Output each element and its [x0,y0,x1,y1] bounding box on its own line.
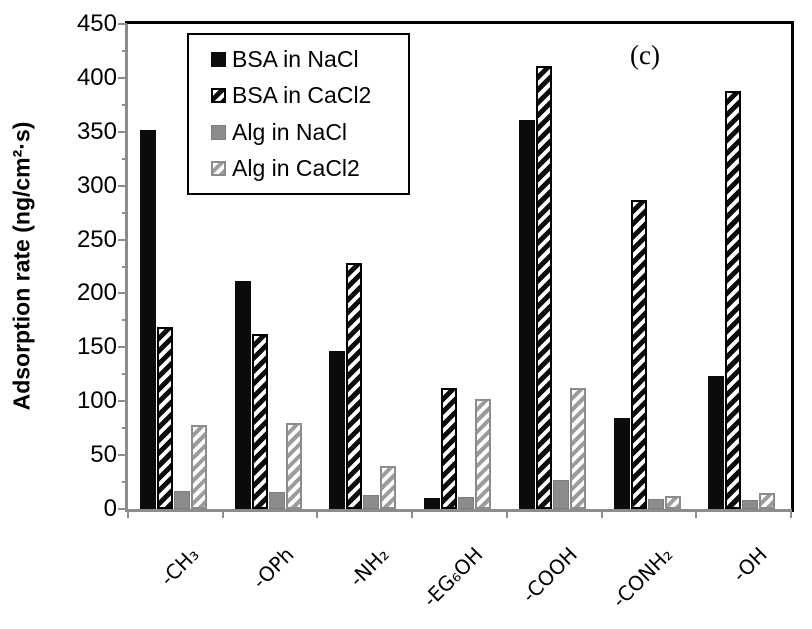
x-boundary-tick [695,509,698,518]
bar-bsa-in-cacl2-4 [441,388,458,509]
y-tick-label: 200 [76,279,117,307]
x-category-label-text: -COOH [517,542,583,608]
x-boundary-tick [316,509,319,518]
legend-swatch-icon [211,51,226,67]
y-minor-tick [122,103,127,106]
bar-alg-in-cacl2-1 [191,424,207,509]
bar-bsa-in-cacl2-6 [630,199,647,509]
y-major-tick [118,76,127,79]
legend-item: Alg in CaCl2 [211,157,408,180]
bar-bsa-in-cacl2-2 [251,334,268,509]
y-major-tick [118,292,127,295]
bar-alg-in-cacl2-6 [664,496,681,509]
plot-frame-top [125,21,794,24]
y-tick-label: 150 [76,333,117,361]
bar-alg-in-nacl-5 [552,479,569,509]
y-minor-tick [122,427,127,430]
x-category-label-text: -NH₂ [344,542,394,592]
legend-swatch-icon [211,161,226,177]
y-major-tick [118,508,127,510]
legend-item: Alg in NaCl [211,118,408,145]
x-category-label-text: -OH [727,542,772,587]
y-tick-label: 400 [76,63,117,91]
bar-bsa-in-nacl-4 [424,498,441,509]
x-boundary-tick [127,509,129,518]
bar-bsa-in-nacl-1 [140,129,156,509]
y-tick-label: 450 [76,10,117,37]
y-axis-title-text: Adsorption rate (ng/cm²·s) [8,121,35,411]
y-tick-label: 50 [90,441,117,469]
bar-bsa-in-cacl2-7 [725,90,742,509]
y-minor-tick [122,373,127,376]
bar-bsa-in-cacl2-3 [346,263,363,509]
bar-bsa-in-nacl-3 [329,350,346,509]
bar-bsa-in-nacl-5 [518,119,535,509]
x-category-label-text: -OPh [247,542,299,594]
x-boundary-tick [790,509,792,518]
x-boundary-tick [411,509,414,518]
y-tick-label: 250 [76,225,117,253]
bar-alg-in-nacl-7 [742,500,759,509]
bar-alg-in-nacl-1 [174,490,190,509]
y-major-tick [118,130,127,133]
y-major-tick [118,184,127,187]
legend-label: BSA in CaCl2 [232,82,372,109]
legend-label: BSA in NaCl [232,45,359,72]
bar-alg-in-nacl-6 [647,499,664,509]
bar-bsa-in-cacl2-5 [535,66,552,509]
y-minor-tick [122,157,127,160]
y-minor-tick [122,319,127,322]
bar-alg-in-nacl-2 [268,491,285,509]
y-major-tick [118,238,127,241]
bar-alg-in-cacl2-7 [759,492,776,509]
legend-label: Alg in NaCl [232,118,348,145]
bar-alg-in-cacl2-3 [380,465,397,509]
bar-bsa-in-cacl2-1 [157,326,173,509]
bar-alg-in-cacl2-4 [475,399,492,509]
bar-alg-in-nacl-4 [458,497,475,509]
plot-frame-right [791,21,794,512]
legend-item: BSA in NaCl [211,45,408,72]
bar-alg-in-cacl2-2 [285,422,302,509]
y-tick-label: 350 [76,117,117,145]
bar-alg-in-cacl2-5 [569,388,586,509]
legend-swatch-icon [211,124,226,140]
legend-label: Alg in CaCl2 [232,155,360,182]
x-category-label-text: -CH₃ [155,542,204,591]
y-major-tick [118,454,127,457]
y-minor-tick [122,211,127,214]
x-boundary-tick [221,509,224,518]
legend: BSA in NaCl BSA in CaCl2 Alg in NaCl Alg in… [187,33,410,195]
bar-alg-in-nacl-3 [363,494,380,509]
y-minor-tick [122,481,127,484]
bar-bsa-in-nacl-7 [708,376,725,509]
legend-swatch-icon [211,88,226,104]
x-category-label-text: -CONH₂ [607,542,678,613]
y-major-tick [118,346,127,349]
y-tick-label: 300 [76,171,117,199]
x-boundary-tick [505,509,508,518]
x-category-label-text: -EG₆OH [418,542,488,612]
y-major-tick [118,400,127,403]
y-tick-label: 0 [103,495,117,522]
bar-bsa-in-nacl-6 [613,418,630,509]
x-axis-line [125,509,794,512]
y-major-tick [118,23,127,25]
bar-bsa-in-nacl-2 [234,280,251,509]
y-minor-tick [122,49,127,52]
y-tick-label: 100 [76,387,117,415]
legend-item: BSA in CaCl2 [211,84,408,107]
panel-annotation: (c) [630,40,660,70]
x-boundary-tick [600,509,603,518]
y-minor-tick [122,265,127,268]
